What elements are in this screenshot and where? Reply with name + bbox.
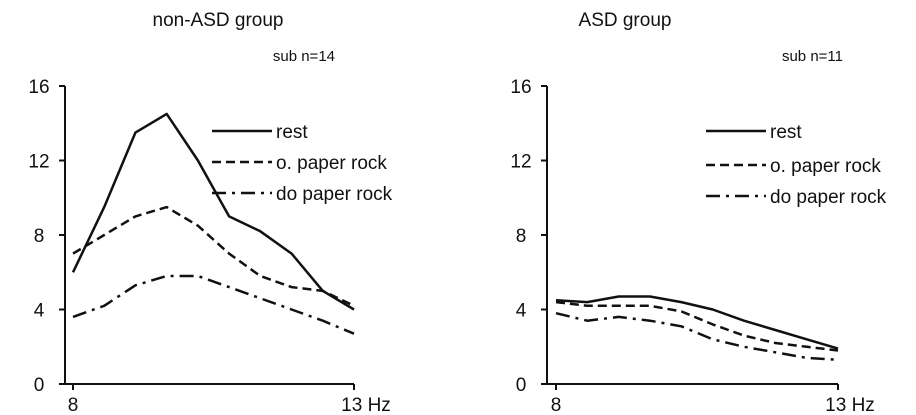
chart1-y-tick-label: 12 bbox=[28, 152, 49, 173]
chart2-legend-label: o. paper rock bbox=[770, 156, 881, 177]
chart1-y-tick-label: 16 bbox=[28, 77, 49, 98]
chart2-title: ASD group bbox=[579, 10, 672, 31]
chart1-legend-label: rest bbox=[276, 122, 308, 143]
chart2-series-line-o-paper-rock bbox=[555, 300, 839, 352]
chart2-sample-size-label: sub n=11 bbox=[782, 48, 843, 65]
chart2-legend-label: do paper rock bbox=[770, 187, 887, 208]
chart2-x-tick-label: 8 bbox=[551, 395, 562, 415]
chart1-series-line-o-paper-rock bbox=[72, 205, 355, 307]
chart1-series-line-do-paper-rock bbox=[72, 274, 355, 335]
chart2-y-tick-label: 16 bbox=[510, 77, 531, 98]
chart2-y-tick-label: 4 bbox=[516, 301, 527, 322]
chart2-y-tick-label: 8 bbox=[516, 226, 527, 247]
chart1-title: non-ASD group bbox=[153, 10, 284, 31]
chart1-legend-label: o. paper rock bbox=[276, 153, 387, 174]
chart2-series-line-do-paper-rock bbox=[555, 311, 839, 362]
chart1-series-line-rest bbox=[71, 112, 355, 311]
chart1-y-tick-label: 4 bbox=[34, 301, 45, 322]
chart1-y-tick-label: 0 bbox=[34, 375, 45, 396]
chart2-y-tick-label: 0 bbox=[516, 375, 527, 396]
chart1-x-tick-label: 13 Hz bbox=[341, 395, 391, 415]
chart2-series-line-rest bbox=[555, 295, 839, 350]
chart1-sample-size-label: sub n=14 bbox=[273, 48, 335, 65]
chart1-legend-label: do paper rock bbox=[276, 184, 393, 205]
chart1-x-tick-label: 8 bbox=[68, 395, 79, 415]
chart2-y-tick-label: 12 bbox=[510, 152, 531, 173]
chart1-y-tick-label: 8 bbox=[34, 226, 45, 247]
chart2-legend-label: rest bbox=[770, 122, 802, 143]
chart2-x-tick-label: 13 Hz bbox=[825, 395, 875, 415]
